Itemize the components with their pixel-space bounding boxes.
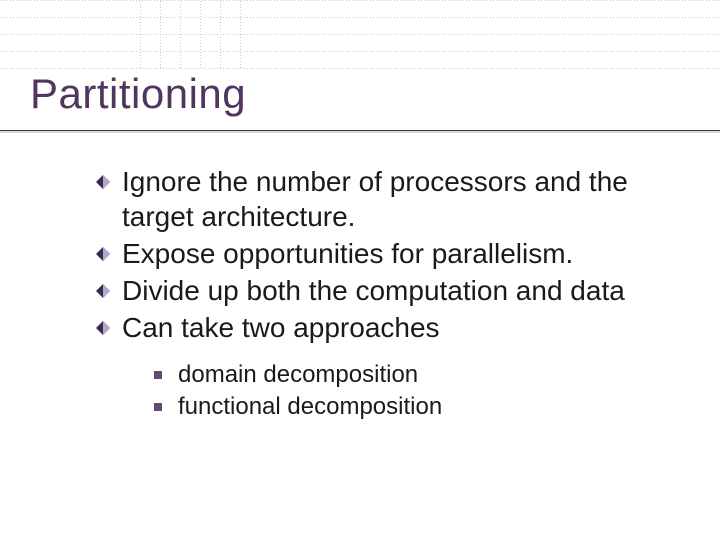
sub-bullet-item: domain decomposition <box>154 359 680 391</box>
bullet-text: Can take two approaches <box>122 312 440 343</box>
grid-row <box>0 68 720 69</box>
grid-row <box>0 51 720 52</box>
grid-row <box>0 34 720 35</box>
grid-col <box>140 0 141 68</box>
bullet-item: Expose opportunities for parallelism. <box>96 236 680 271</box>
grid-col <box>180 0 181 68</box>
sub-bullet-text: domain decomposition <box>178 361 418 388</box>
diamond-bullet-icon <box>96 284 110 298</box>
sub-bullet-group: domain decomposition functional decompos… <box>154 359 680 424</box>
slide-content: Ignore the number of processors and the … <box>96 164 680 424</box>
diamond-bullet-icon <box>96 321 110 335</box>
bullet-text: Expose opportunities for parallelism. <box>122 238 573 269</box>
grid-row <box>0 0 720 1</box>
sub-bullet-text: functional decomposition <box>178 393 442 420</box>
grid-col <box>220 0 221 68</box>
bullet-item: Ignore the number of processors and the … <box>96 164 680 234</box>
grid-col <box>200 0 201 68</box>
grid-row <box>0 17 720 18</box>
slide-title: Partitioning <box>30 70 246 118</box>
title-underline-shadow <box>0 131 720 133</box>
square-bullet-icon <box>154 371 162 379</box>
bullet-text: Divide up both the computation and data <box>122 275 625 306</box>
bullet-text: Ignore the number of processors and the … <box>122 166 628 232</box>
slide-title-wrap: Partitioning <box>30 70 246 118</box>
grid-col <box>160 0 161 68</box>
diamond-bullet-icon <box>96 247 110 261</box>
bullet-item: Divide up both the computation and data <box>96 273 680 308</box>
sub-bullet-item: functional decomposition <box>154 391 680 423</box>
bullet-item: Can take two approaches <box>96 310 680 345</box>
grid-col <box>240 0 241 68</box>
square-bullet-icon <box>154 403 162 411</box>
diamond-bullet-icon <box>96 175 110 189</box>
